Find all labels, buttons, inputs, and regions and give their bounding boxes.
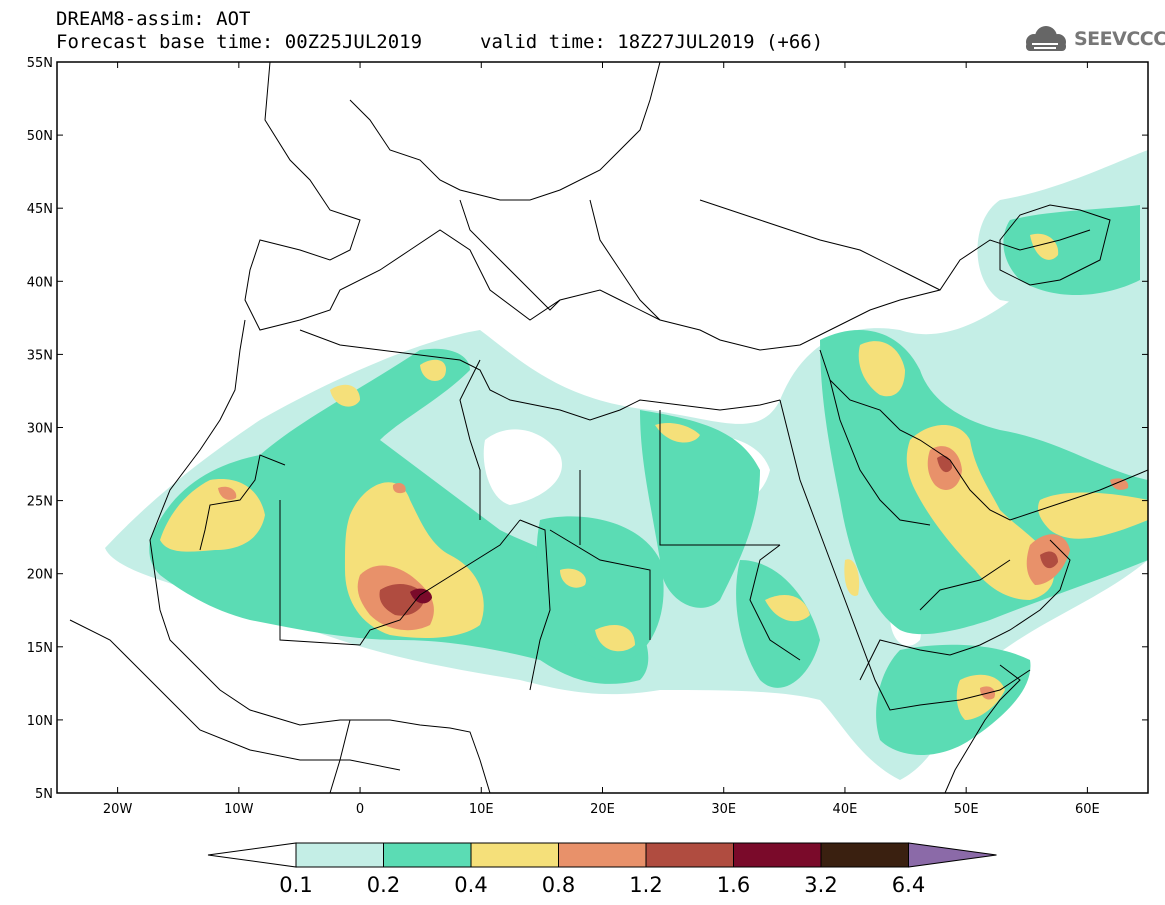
lat-tick-label: 55N [27,56,53,71]
chart-title: DREAM8-assim: AOT [56,8,251,30]
colorbar-label: 3.2 [804,873,837,897]
colorbar-segment [470,842,559,868]
lat-tick-label: 25N [27,495,53,510]
colorbar-label: 0.8 [542,873,575,897]
colorbar-segment [820,842,909,868]
logo-text: SEEVCCC [1074,28,1165,50]
lon-tick-label: 10W [224,802,254,817]
colorbar-over-triangle [908,842,997,868]
colorbar-label: 1.6 [717,873,750,897]
lon-tick-label: 0 [356,802,364,817]
lat-tick-label: 35N [27,348,53,363]
forecast-base-time: Forecast base time: 00Z25JUL2019 [56,31,423,53]
colorbar-segment [383,842,472,868]
lon-tick-label: 60E [1075,802,1100,817]
colorbar-segment [733,842,822,868]
lon-tick-label: 40E [833,802,858,817]
lat-tick-label: 40N [27,275,53,290]
lon-tick-label: 30E [711,802,736,817]
seevccc-logo: SEEVCCC [1016,22,1165,58]
lat-tick-label: 50N [27,129,53,144]
lon-tick-label: 50E [954,802,979,817]
colorbar-label: 0.1 [279,873,312,897]
colorbar-segment [295,842,384,868]
colorbar-label: 0.4 [454,873,487,897]
colorbar-segment [558,842,647,868]
cloud-icon [1026,26,1066,51]
lat-tick-label: 15N [27,641,53,656]
aot-shading [105,150,1148,780]
lon-tick-label: 10E [469,802,494,817]
colorbar-segment [645,842,734,868]
longitude-axis: 20W 10W 0 10E 20E 30E 40E 50E 60E [103,62,1100,817]
latitude-axis: 5N 10N 15N 20N 25N 30N 35N 40N 45N 50N 55N [27,56,1148,802]
colorbar-under-triangle [207,842,297,868]
lat-tick-label: 5N [35,787,53,802]
colorbar-label: 1.2 [629,873,662,897]
colorbar-label: 6.4 [892,873,925,897]
lon-tick-label: 20W [103,802,133,817]
lat-tick-label: 20N [27,568,53,583]
valid-time: valid time: 18Z27JUL2019 (+66) [480,31,824,53]
coastlines [69,62,1148,793]
lon-tick-label: 20E [590,802,615,817]
lat-tick-label: 30N [27,422,53,437]
colorbar: 0.1 0.2 0.4 0.8 1.2 1.6 3.2 6.4 [207,842,997,897]
aot-band-1.6-3.2 [410,588,432,604]
colorbar-label: 0.2 [367,873,400,897]
lat-tick-label: 10N [27,714,53,729]
lat-tick-label: 45N [27,202,53,217]
